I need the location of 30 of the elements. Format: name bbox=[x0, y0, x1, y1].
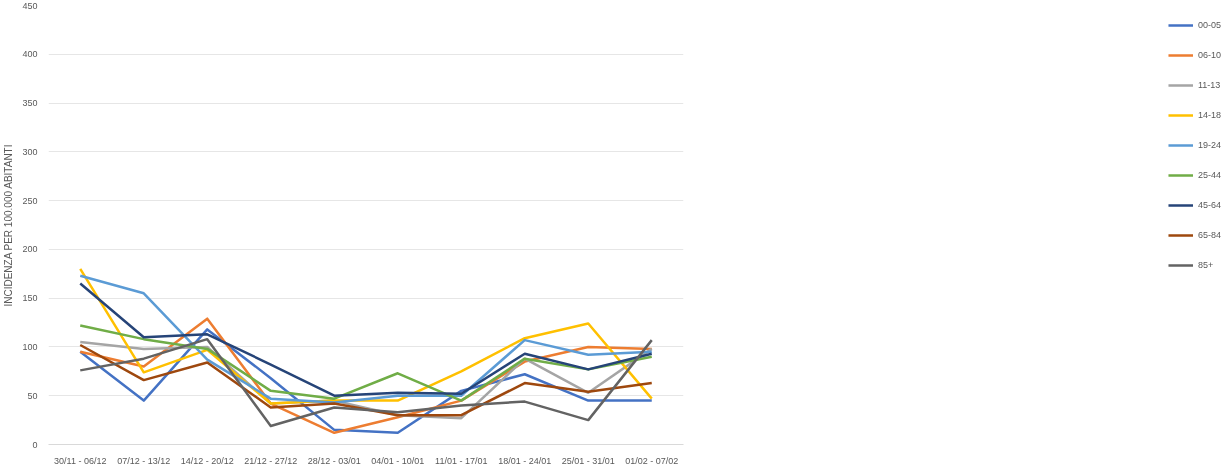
x-tick-label: 14/12 - 20/12 bbox=[180, 455, 234, 466]
legend-label: 11-13 bbox=[1197, 80, 1221, 90]
legend-label: 00-05 bbox=[1197, 20, 1221, 30]
x-tick-label: 04/01 - 10/01 bbox=[371, 455, 425, 466]
y-axis-title: INCIDENZA PER 100.000 ABITANTI bbox=[3, 144, 15, 307]
y-tick-label: 100 bbox=[22, 341, 38, 352]
x-tick-label: 30/11 - 06/12 bbox=[54, 455, 107, 466]
y-tick-label: 150 bbox=[22, 293, 38, 304]
legend-label: 45-64 bbox=[1197, 200, 1221, 210]
x-tick-label: 11/01 - 17/01 bbox=[435, 455, 488, 466]
y-tick-label: 450 bbox=[22, 0, 38, 11]
x-tick-label: 18/01 - 24/01 bbox=[498, 455, 552, 466]
y-tick-label: 200 bbox=[22, 244, 38, 255]
legend-label: 06-10 bbox=[1197, 50, 1221, 60]
legend-label: 19-24 bbox=[1197, 140, 1221, 150]
x-tick-label: 25/01 - 31/01 bbox=[561, 455, 615, 466]
y-tick-label: 350 bbox=[22, 98, 38, 109]
legend-label: 14-18 bbox=[1197, 110, 1221, 120]
x-tick-label: 21/12 - 27/12 bbox=[244, 455, 298, 466]
y-tick-label: 400 bbox=[22, 49, 38, 60]
y-tick-label: 300 bbox=[22, 146, 38, 157]
x-tick-label: 01/02 - 07/02 bbox=[625, 455, 679, 466]
y-tick-label: 50 bbox=[27, 390, 38, 401]
y-tick-label: 0 bbox=[32, 439, 38, 450]
x-tick-label: 07/12 - 13/12 bbox=[117, 455, 171, 466]
x-tick-label: 28/12 - 03/01 bbox=[307, 455, 361, 466]
legend-label: 65-84 bbox=[1197, 230, 1221, 240]
legend-label: 85+ bbox=[1197, 260, 1215, 270]
y-tick-label: 250 bbox=[22, 195, 38, 206]
legend-label: 25-44 bbox=[1197, 170, 1221, 180]
